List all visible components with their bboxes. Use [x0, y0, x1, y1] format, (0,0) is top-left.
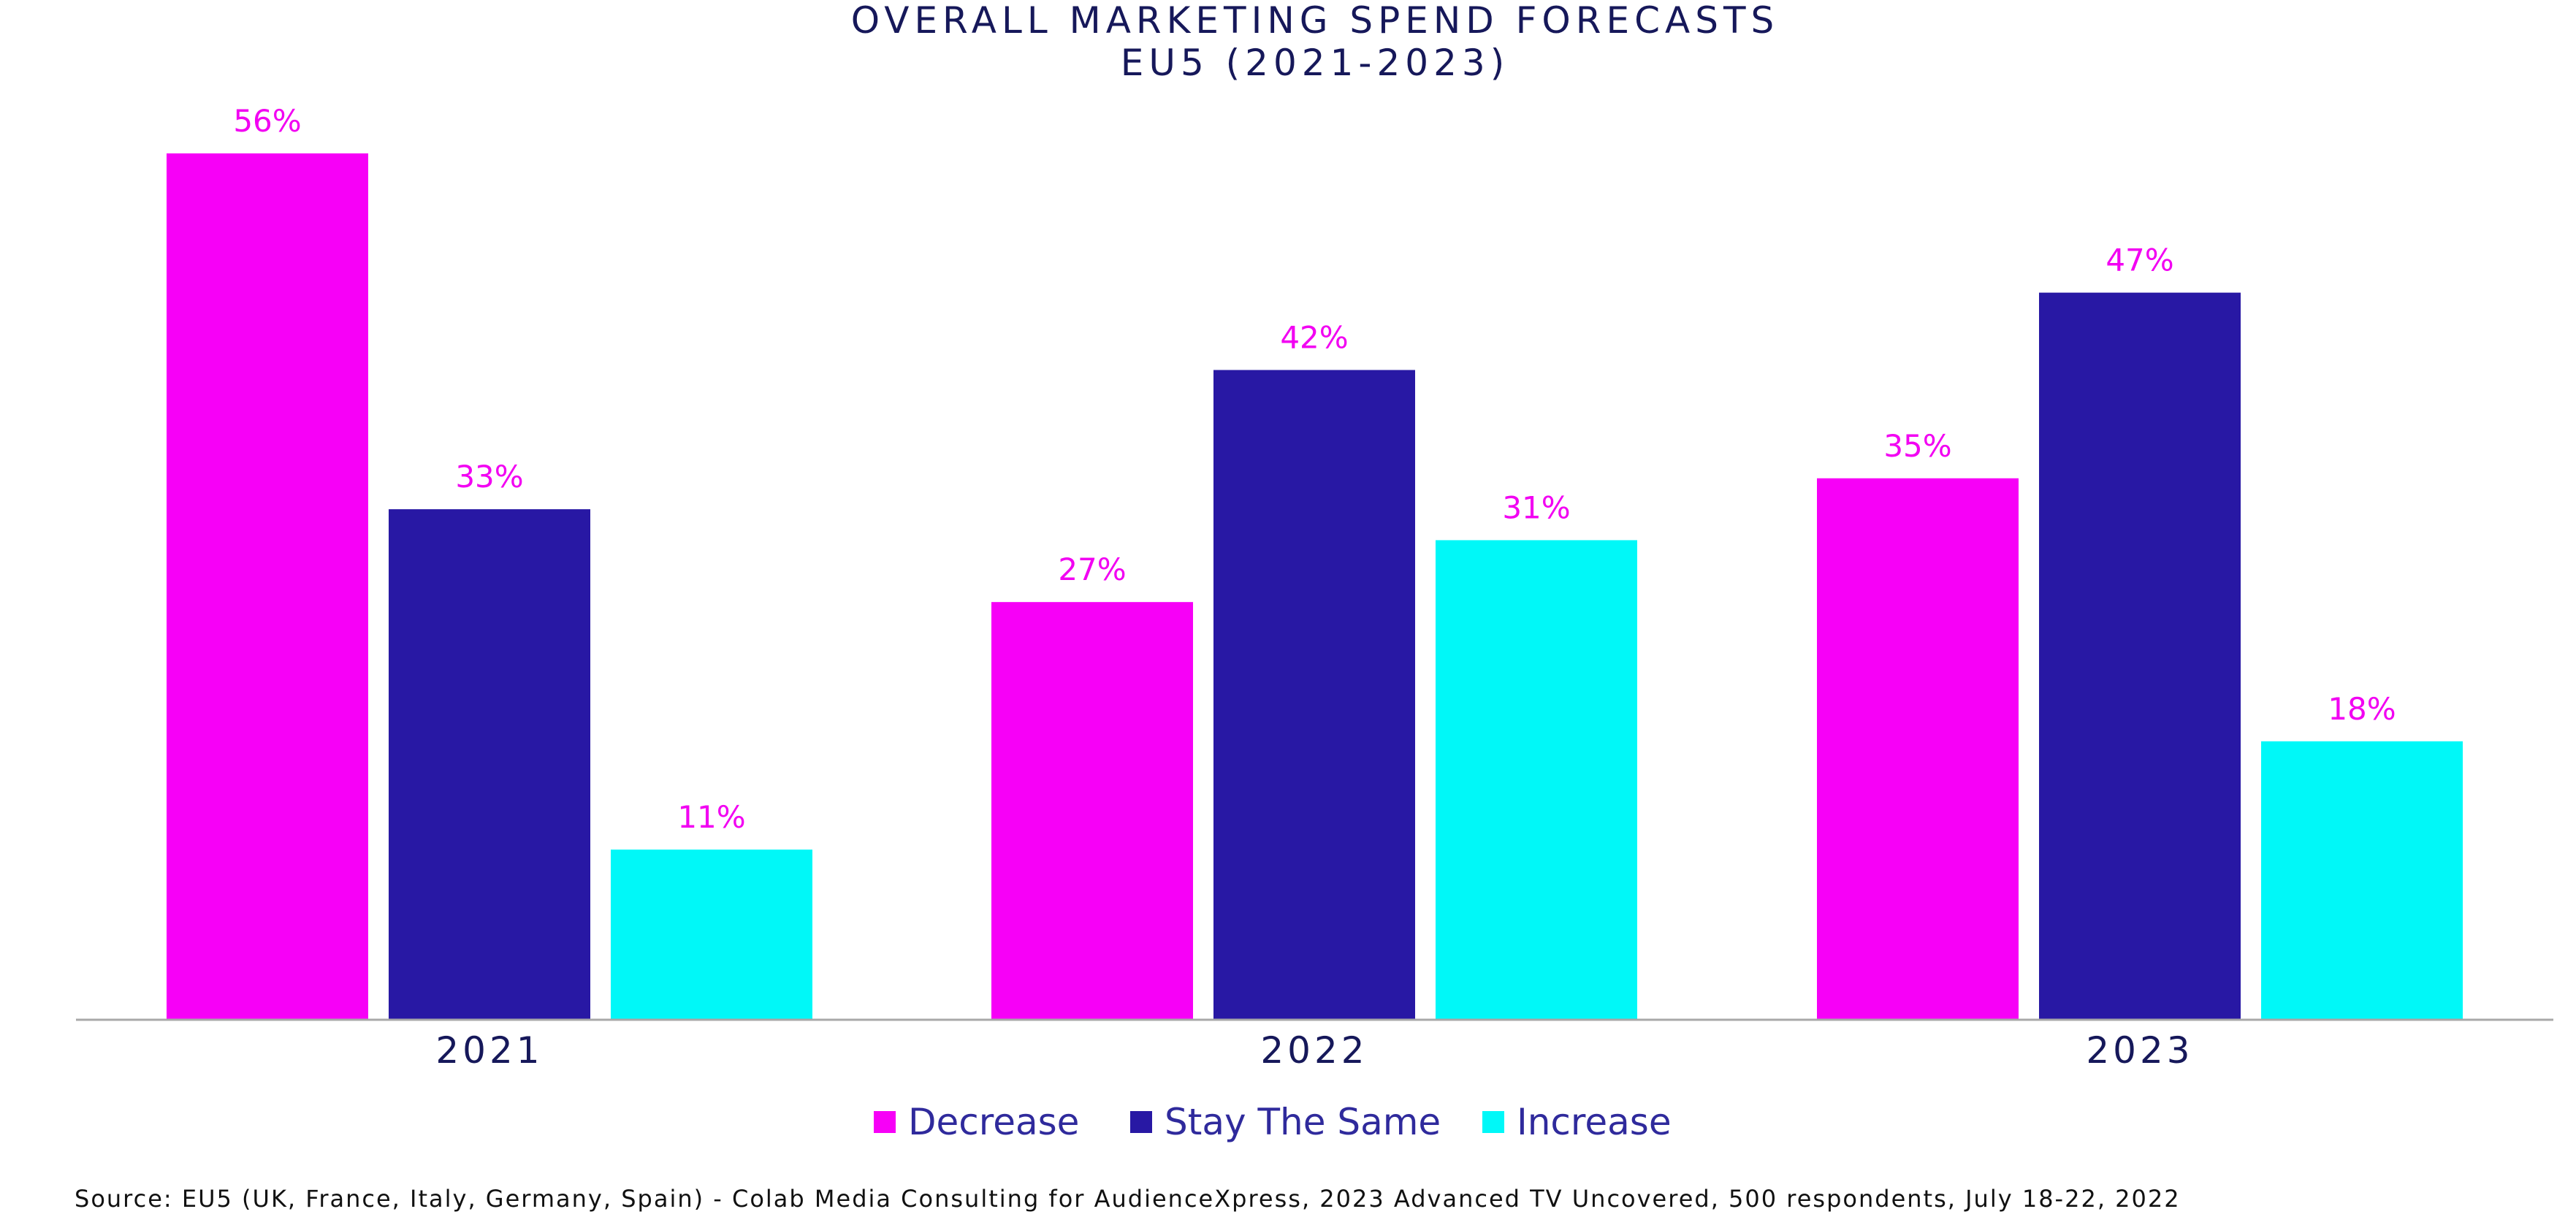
data-label-decrease-2022: 27% [1058, 552, 1126, 587]
data-label-stay-the-same-2021: 33% [455, 459, 523, 495]
chart-title: OVERALL MARKETING SPEND FORECASTS EU5 (2… [851, 0, 1779, 84]
bars-group [167, 153, 2463, 1020]
legend: Decrease Stay The Same Increase [874, 1101, 1672, 1143]
bar-increase-2022 [1436, 540, 1637, 1020]
x-tick-label-2023: 2023 [2086, 1029, 2193, 1072]
legend-swatch-decrease [874, 1111, 896, 1133]
data-label-increase-2022: 31% [1502, 489, 1570, 525]
source-note: Source: EU5 (UK, France, Italy, Germany,… [75, 1185, 2181, 1213]
bar-decrease-2022 [991, 602, 1193, 1020]
x-tick-label-2021: 2021 [435, 1029, 543, 1072]
bar-decrease-2023 [1817, 478, 2019, 1020]
x-tick-label-2022: 2022 [1260, 1029, 1368, 1072]
legend-label-decrease: Decrease [908, 1101, 1079, 1143]
legend-label-stay-the-same: Stay The Same [1165, 1101, 1441, 1143]
chart-title-line-1: OVERALL MARKETING SPEND FORECASTS [851, 0, 1779, 42]
data-label-decrease-2023: 35% [1883, 428, 1951, 464]
bar-increase-2021 [611, 850, 812, 1020]
bar-stay-the-same-2022 [1213, 370, 1415, 1020]
data-label-stay-the-same-2022: 42% [1280, 320, 1348, 356]
data-label-stay-the-same-2023: 47% [2106, 243, 2173, 278]
data-label-increase-2023: 18% [2328, 691, 2396, 727]
data-label-increase-2021: 11% [677, 799, 745, 835]
data-label-decrease-2021: 56% [233, 103, 301, 139]
legend-label-increase: Increase [1517, 1101, 1672, 1143]
legend-swatch-increase [1482, 1111, 1504, 1133]
bar-stay-the-same-2023 [2039, 292, 2241, 1020]
legend-swatch-stay-the-same [1130, 1111, 1152, 1133]
bar-stay-the-same-2021 [389, 509, 590, 1020]
bar-decrease-2021 [167, 153, 368, 1020]
data-labels-group: 56% 33% 11% 27% 42% 31% 35% 47% 18% [233, 103, 2396, 835]
x-axis-tick-labels: 2021 2022 2023 [435, 1029, 2193, 1072]
bar-increase-2023 [2261, 741, 2463, 1020]
chart-title-line-2: EU5 (2021-2023) [1121, 42, 1509, 84]
